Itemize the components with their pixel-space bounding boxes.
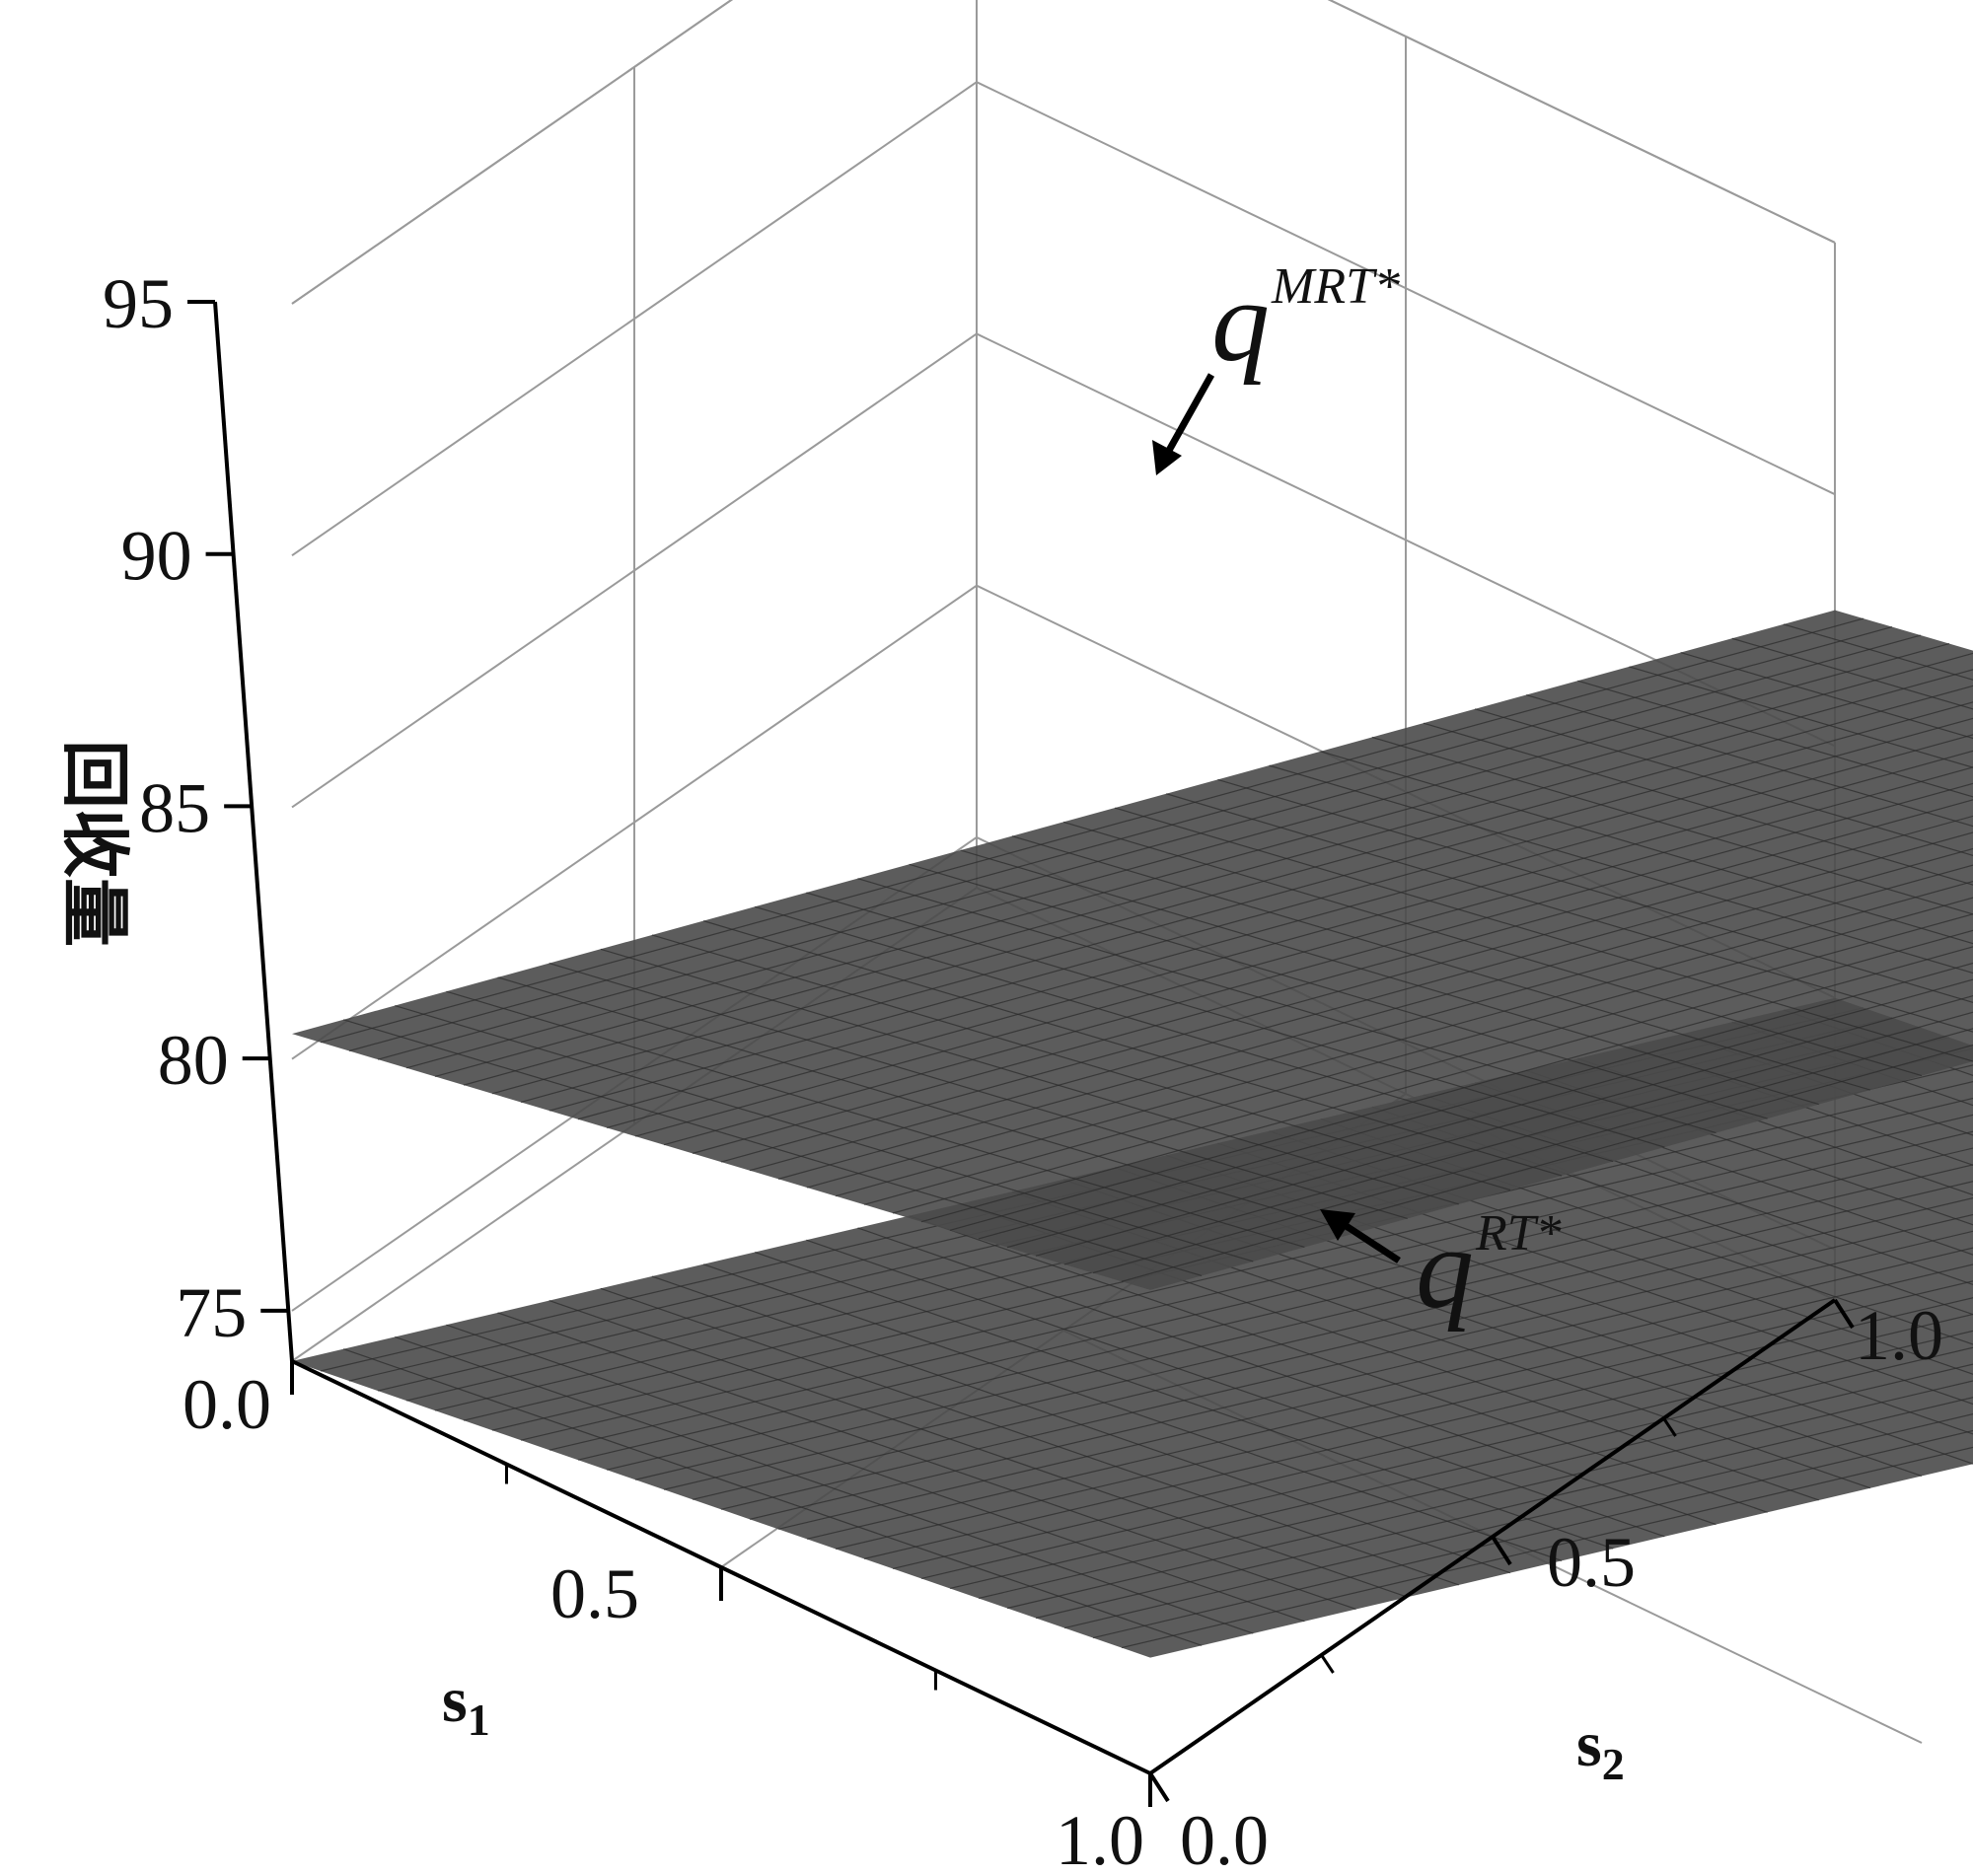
z-gridline-4 — [291, 0, 1836, 305]
mesh-line — [1526, 693, 1973, 828]
mesh-line — [1092, 1028, 1973, 1274]
mesh-line — [1121, 1446, 1973, 1649]
mesh-line — [835, 880, 1973, 1197]
mesh-line — [749, 1230, 1973, 1520]
mesh-line — [978, 962, 1973, 1240]
s1-tick-label-2: 1.0 — [1056, 1801, 1144, 1876]
s1-axis-label: s1 — [442, 1664, 490, 1745]
mesh-line — [1006, 1380, 1973, 1610]
mesh-line — [863, 897, 1973, 1205]
label-layer: 回收量 s1 s2 qMRT* qRT* — [54, 256, 1625, 1789]
mesh-line — [777, 847, 1973, 1180]
mesh-line — [1269, 764, 1973, 974]
s2-minor-tick — [1320, 1654, 1335, 1674]
mesh-line — [1783, 623, 1973, 681]
s2-minor-tick — [1662, 1417, 1677, 1437]
mesh-line — [1063, 1413, 1973, 1629]
mesh-line — [949, 1346, 1973, 1590]
series-label-mrt: qMRT* — [1211, 256, 1400, 386]
mesh-line — [1577, 680, 1973, 798]
mesh-line — [920, 929, 1973, 1223]
s2-axis-label: s2 — [1576, 1708, 1625, 1789]
s1-tick-label-1: 0.5 — [550, 1554, 639, 1633]
mesh-line — [1092, 1429, 1973, 1639]
mesh-line — [892, 913, 1973, 1214]
surface-layer — [292, 610, 1973, 1658]
s2-tick-label-2: 1.0 — [1855, 1296, 1943, 1375]
s2-tick-label-0: 0.0 — [1180, 1801, 1269, 1876]
mesh-line — [1680, 651, 1973, 740]
z-tick-label-2: 85 — [139, 768, 210, 847]
mesh-line — [1035, 995, 1973, 1257]
mesh-line — [949, 946, 1973, 1231]
mesh-line — [835, 1280, 1973, 1550]
mesh-line — [806, 1263, 1973, 1540]
arrow-mrt — [1152, 373, 1215, 475]
s1-tick-label-0: 0.0 — [183, 1365, 271, 1444]
surface-0 — [292, 610, 1973, 1290]
mesh-line — [1371, 736, 1973, 915]
z-gridline-3 — [291, 81, 1836, 557]
s2-tick-label-1: 0.5 — [1547, 1523, 1636, 1602]
z-axis-line — [213, 301, 294, 1362]
mesh-line — [1121, 1044, 1973, 1282]
axis-layer: 75 80 85 90 95 0.0 0.5 1.0 0.0 0.5 1.0 — [103, 264, 1943, 1876]
mesh-line — [749, 831, 1973, 1172]
mesh-line — [1731, 637, 1973, 710]
mesh-line — [1035, 1397, 1973, 1620]
z-tick-label-0: 75 — [176, 1273, 247, 1352]
z-tick-label-4: 95 — [103, 264, 174, 343]
mesh-line — [1063, 1011, 1973, 1265]
series-label-rt: qRT* — [1416, 1203, 1562, 1333]
arrow-rt — [1320, 1209, 1401, 1263]
z-tick-label-1: 80 — [158, 1021, 229, 1100]
s2-tick-1 — [1491, 1535, 1512, 1566]
mesh-line — [892, 1313, 1973, 1569]
mesh-line — [1474, 708, 1973, 856]
mesh-line — [1423, 722, 1973, 886]
s2-tick-2 — [1833, 1298, 1855, 1330]
mesh-line — [978, 1363, 1973, 1600]
mesh-line — [777, 1247, 1973, 1530]
mesh-line — [863, 1297, 1973, 1559]
z-tick-label-3: 90 — [121, 517, 192, 596]
mesh-line — [1629, 666, 1973, 768]
box-top-edges — [291, 0, 1836, 305]
mesh-line — [806, 864, 1973, 1189]
mesh-line — [1006, 978, 1973, 1249]
s2-tick-0 — [1148, 1771, 1170, 1803]
z-axis-label: 回收量 — [54, 740, 135, 947]
mesh-line — [1320, 751, 1973, 945]
